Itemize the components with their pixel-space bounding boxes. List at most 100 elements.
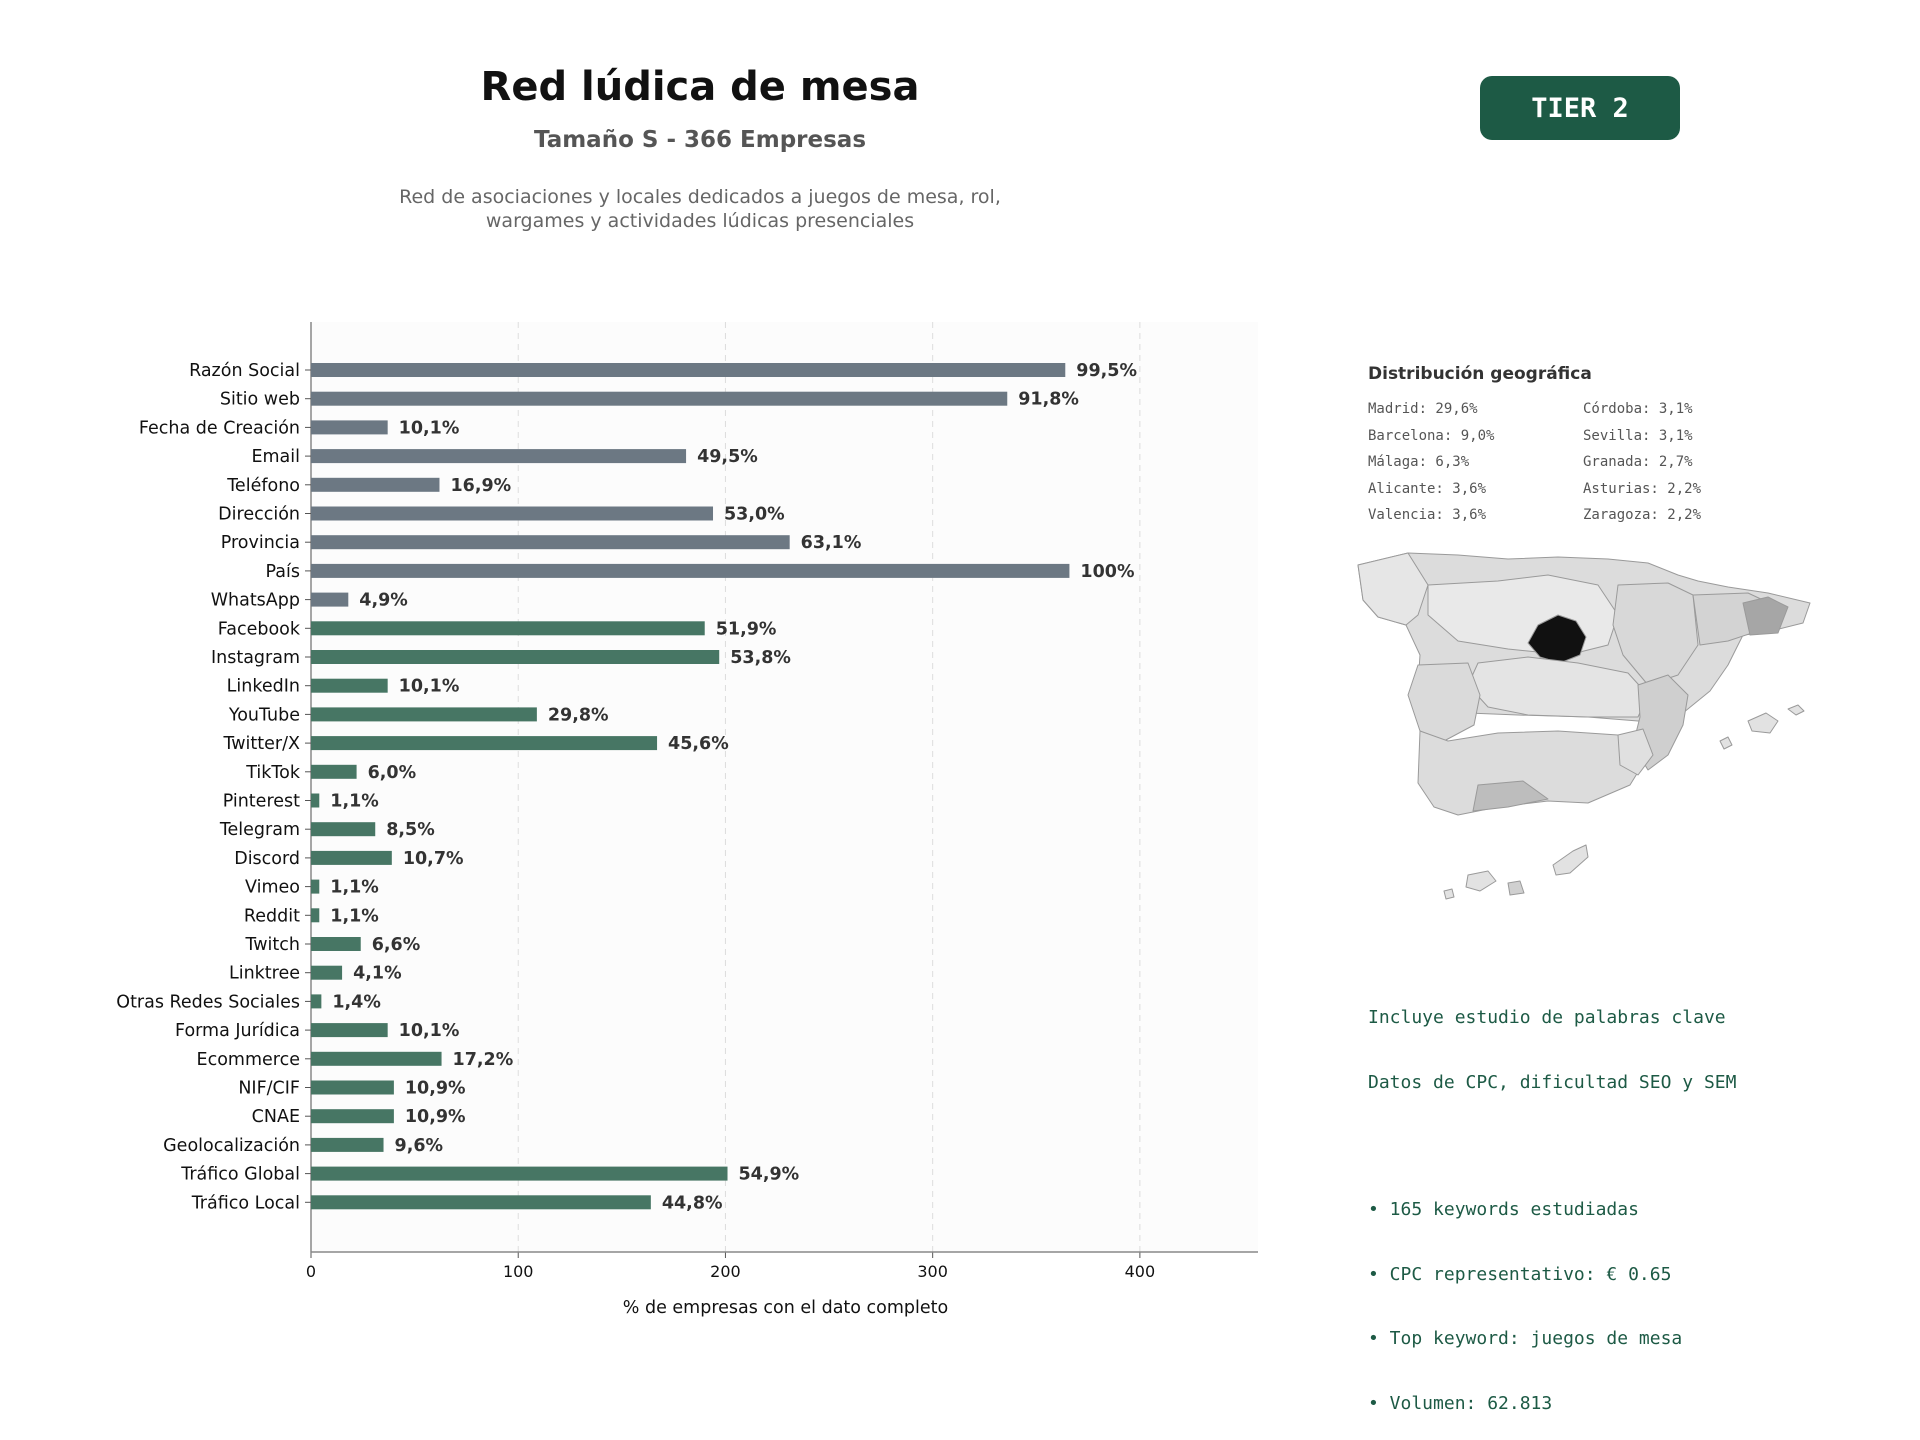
seo-bullet: • 165 keywords estudiadas: [1368, 1199, 1639, 1220]
bar-value-label: 17,2%: [453, 1050, 514, 1070]
category-label: Fecha de Creación: [139, 418, 300, 438]
bar-value-label: 10,1%: [399, 1021, 460, 1041]
x-tick-label: 200: [710, 1262, 741, 1281]
category-label: País: [266, 562, 300, 582]
bar-value-label: 8,5%: [386, 820, 435, 840]
bar-value-label: 44,8%: [662, 1193, 723, 1213]
bar: [311, 391, 1008, 406]
bar-value-label: 10,1%: [399, 677, 460, 697]
page-subtitle: Tamaño S - 366 Empresas: [533, 127, 867, 153]
bar: [311, 1080, 394, 1095]
bar-value-label: 16,9%: [450, 476, 511, 496]
bar: [311, 1023, 388, 1038]
map-region-ibiza: [1719, 736, 1733, 750]
map-region-balearics: [1747, 712, 1779, 734]
bar-value-label: 51,9%: [716, 619, 777, 639]
category-label: CNAE: [252, 1107, 300, 1127]
map-region-canary-3: [1552, 844, 1589, 876]
bar-value-label: 1,1%: [330, 878, 379, 898]
x-tick-label: 400: [1125, 1262, 1156, 1281]
bar: [311, 1137, 384, 1152]
category-label: Ecommerce: [197, 1050, 300, 1070]
bar-value-label: 4,9%: [359, 591, 408, 611]
seo-bullet: • Top keyword: juegos de mesa: [1368, 1328, 1683, 1349]
bar: [311, 908, 320, 923]
bar-value-label: 1,4%: [332, 992, 381, 1012]
category-label: Email: [251, 447, 300, 467]
bar: [311, 592, 349, 607]
seo-line: Datos de CPC, dificultad SEO y SEM: [1368, 1071, 1737, 1093]
plot-area: [311, 322, 1258, 1252]
bar: [311, 736, 658, 751]
category-label: Twitch: [244, 935, 300, 955]
bar: [311, 707, 537, 722]
map-region-murcia: [1617, 728, 1654, 776]
geo-item: Málaga: 6,3%: [1368, 454, 1470, 470]
bar-value-label: 10,7%: [403, 849, 464, 869]
bar-value-label: 45,6%: [668, 734, 729, 754]
bar-value-label: 49,5%: [697, 447, 758, 467]
bar-value-label: 100%: [1080, 562, 1134, 582]
bar-value-label: 1,1%: [330, 792, 379, 812]
geo-item: Valencia: 3,6%: [1368, 507, 1487, 523]
geo-item: Zaragoza: 2,2%: [1583, 507, 1702, 523]
bar-value-label: 6,6%: [372, 935, 421, 955]
bar: [311, 937, 361, 951]
geo-item: Sevilla: 3,1%: [1583, 427, 1693, 444]
bar-value-label: 29,8%: [548, 705, 609, 725]
bar-value-label: 10,1%: [399, 418, 460, 438]
map-region-madrid: [1527, 614, 1587, 664]
map-region-canary-1: [1465, 870, 1497, 892]
geo-item: Córdoba: 3,1%: [1583, 401, 1693, 417]
bar-value-label: 54,9%: [739, 1165, 800, 1185]
category-label: Facebook: [218, 619, 301, 639]
bar: [311, 1051, 442, 1066]
category-label: Razón Social: [189, 361, 300, 381]
sector-description: Red de asociaciones y locales dedicados …: [300, 185, 1100, 233]
x-axis-title: % de empresas con el dato completo: [623, 1298, 948, 1318]
category-label: Telegram: [219, 820, 300, 840]
seo-line: Incluye estudio de palabras clave: [1368, 1007, 1726, 1028]
category-label: WhatsApp: [211, 591, 300, 611]
category-label: Twitter/X: [222, 734, 300, 754]
bar: [311, 506, 714, 521]
seo-bullet: • CPC representativo: € 0.65: [1368, 1263, 1672, 1285]
seo-bullet: • Volumen: 62.813: [1368, 1392, 1553, 1414]
page-title: Red lúdica de mesa: [480, 64, 920, 110]
geo-distribution-list: Madrid: 29,6% Córdoba: 3,1% Barcelona: 9…: [1368, 400, 1808, 525]
bar: [311, 793, 320, 808]
map-region-menorca: [1787, 704, 1805, 716]
spacer: [1368, 1136, 1736, 1156]
bar: [311, 965, 343, 980]
description-line: Red de asociaciones y locales dedicados …: [399, 186, 1001, 208]
category-label: Discord: [234, 849, 300, 869]
x-tick-label: 100: [503, 1262, 534, 1281]
bar: [311, 1195, 651, 1210]
bar: [311, 477, 440, 492]
category-label: TikTok: [245, 763, 301, 783]
bar: [311, 535, 790, 550]
category-label: Dirección: [218, 505, 300, 525]
map-region-galicia: [1357, 552, 1429, 626]
bar: [311, 879, 320, 894]
description-line: wargames y actividades lúdicas presencia…: [485, 210, 915, 232]
bar-value-label: 9,6%: [395, 1136, 444, 1156]
bar-value-label: 53,8%: [730, 648, 791, 668]
bar: [311, 563, 1070, 578]
map-region-malaga: [1472, 780, 1549, 812]
map-region-canary-4: [1443, 888, 1455, 900]
bar: [311, 420, 388, 435]
x-tick-label: 0: [306, 1262, 316, 1281]
category-label: Tráfico Local: [191, 1193, 300, 1213]
bar: [311, 449, 687, 464]
bar-value-label: 99,5%: [1076, 361, 1137, 381]
bar-value-label: 91,8%: [1018, 390, 1079, 410]
bar: [311, 994, 322, 1009]
geo-item: Barcelona: 9,0%: [1368, 427, 1495, 444]
bar: [311, 764, 357, 779]
category-label: Provincia: [221, 533, 300, 553]
bar: [311, 1109, 394, 1124]
bar-value-label: 10,9%: [405, 1079, 466, 1099]
category-label: Otras Redes Sociales: [116, 992, 300, 1012]
category-label: Instagram: [211, 648, 300, 668]
